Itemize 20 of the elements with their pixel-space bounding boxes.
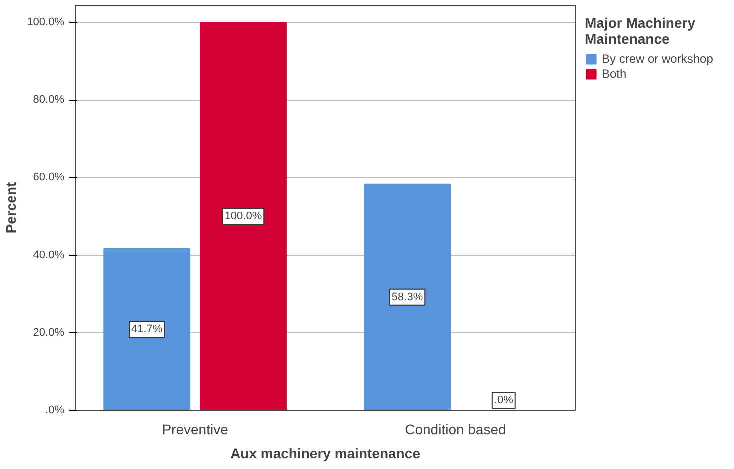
- y-tick-label: 100.0%: [27, 16, 65, 29]
- y-axis-title: Percent: [3, 182, 20, 234]
- legend-title: Major Machinery Maintenance: [585, 15, 696, 47]
- y-tick-label: 20.0%: [33, 326, 65, 339]
- legend-label: By crew or workshop: [602, 52, 714, 66]
- x-axis-title: Aux machinery maintenance: [230, 446, 421, 462]
- y-tick-label: 40.0%: [33, 249, 65, 262]
- legend-label: Both: [602, 67, 627, 81]
- x-tick-label: Condition based: [405, 422, 506, 438]
- y-tick-label: 60.0%: [33, 172, 65, 184]
- y-tick-label: 80.0%: [33, 94, 65, 106]
- bar: [200, 22, 287, 410]
- data-label: 100.0%: [224, 210, 262, 223]
- x-tick-label: Preventive: [162, 422, 229, 438]
- y-tick-label: .0%: [46, 404, 65, 416]
- bar: [364, 184, 451, 410]
- data-label: 58.3%: [392, 291, 424, 304]
- data-label: .0%: [494, 394, 514, 406]
- bar: [104, 248, 191, 410]
- data-label: 41.7%: [132, 324, 163, 336]
